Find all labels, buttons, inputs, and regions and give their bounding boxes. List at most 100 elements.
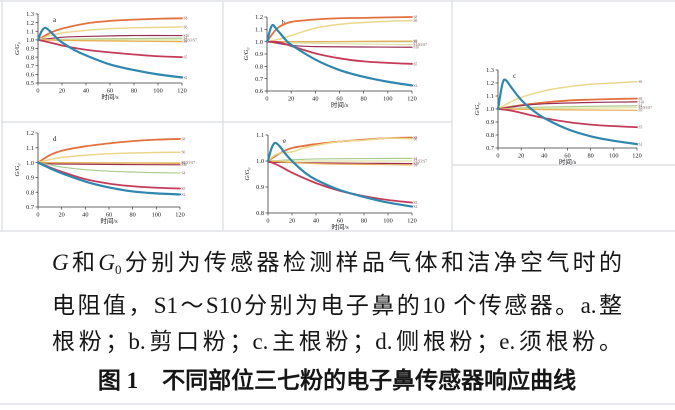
series-label-S9: S9 <box>414 39 418 43</box>
series-label-S4: S4 <box>184 37 188 41</box>
x-tick-label: 60 <box>106 212 112 219</box>
series-line-S2 <box>36 26 184 79</box>
series-label-S9: S9 <box>639 109 643 113</box>
y-tick-label: 0.7 <box>255 76 263 83</box>
y-tick-label: 1.3 <box>26 11 34 18</box>
x-tick-label: 60 <box>564 153 570 160</box>
series-label-S10: S10 <box>182 163 188 167</box>
chart-a: 0.50.6 0.7 0.80.9 1.0 1.11.2 1.3 0 20 40 60 80 100 1… <box>14 11 197 101</box>
x-tick-label: 80 <box>130 212 136 219</box>
series-label-S2: S2 <box>639 143 643 147</box>
x-tick-label: 120 <box>177 88 186 95</box>
series-label-S4: S4 <box>414 157 418 161</box>
caption-and: 和 <box>68 250 99 275</box>
series-line-S9 <box>37 162 181 164</box>
series-line-S6 <box>497 80 638 110</box>
x-tick-label: 40 <box>312 96 318 103</box>
x-tick-label: 40 <box>541 153 547 160</box>
series-line-S10 <box>37 34 183 41</box>
y-tick-label: 1.0 <box>256 158 264 165</box>
x-tick-label: 80 <box>588 153 594 160</box>
series-label-S1/S3/S7: S1/S3/S7 <box>414 159 428 163</box>
x-tick-label: 120 <box>632 153 641 160</box>
x-tick-label: 60 <box>336 96 342 103</box>
series-label-S5: S5 <box>414 201 418 205</box>
series-label-S10: S10 <box>414 162 420 166</box>
y-tick-label: 0.8 <box>26 189 34 196</box>
series-label-S2: S2 <box>414 84 418 88</box>
series-label-S8: S8 <box>414 15 418 19</box>
panel-letter-b: b <box>282 19 286 27</box>
x-tick-label: 20 <box>289 218 295 225</box>
series-line-S8 <box>266 16 413 43</box>
figure-title: 图 1 不同部位三七粉的电子鼻传感器响应曲线 <box>52 363 622 399</box>
series-line-S9 <box>37 39 183 43</box>
x-tick-label: 120 <box>175 212 184 219</box>
symbol-G: G <box>52 250 69 275</box>
x-tick-label: 0 <box>266 218 269 225</box>
x-tick-label: 20 <box>518 153 524 160</box>
x-tick-label: 60 <box>337 218 343 225</box>
y-tick-label: 0.6 <box>255 88 263 95</box>
series-line-S2 <box>496 78 639 146</box>
y-tick-label: 1.2 <box>486 80 494 87</box>
series-label-S1/S3/S7: S1/S3/S7 <box>184 38 198 42</box>
series-label-S1/S3/S7: S1/S3/S7 <box>182 161 196 165</box>
x-tick-label: 120 <box>407 218 416 225</box>
y-axis-title: G/G₀ <box>474 102 481 115</box>
series-label-S8: S8 <box>414 136 418 140</box>
x-tick-label: 40 <box>83 88 89 95</box>
axes-e <box>267 135 412 214</box>
x-tick-label: 40 <box>82 212 88 219</box>
series-line-S6 <box>37 26 183 41</box>
axes-a <box>37 14 182 84</box>
y-tick-label: 1.1 <box>486 93 494 100</box>
series-label-S6: S6 <box>184 25 188 29</box>
series-label-S9: S9 <box>184 40 188 44</box>
x-axis-title: 时间/s <box>331 100 349 109</box>
caption-line-1: G和G0分别为传感器检测样品气体和洁净空气时的 <box>52 245 622 288</box>
y-tick-label: 1.0 <box>486 106 494 113</box>
series-line-S8 <box>37 138 181 164</box>
chart-e: 0.8 0.9 1.0 1.1 0 20 40 60 80 100 120 e G/G₀ 时间/s S8S6… <box>244 132 427 231</box>
figure-caption: G和G0分别为传感器检测样品气体和洁净空气时的 电阻值，S1～S10分别为电子鼻… <box>52 245 622 399</box>
y-tick-label: 0.9 <box>486 119 494 126</box>
series-line-S9 <box>267 160 413 166</box>
x-tick-label: 20 <box>59 212 65 219</box>
x-tick-label: 100 <box>152 212 161 219</box>
y-tick-label: 0.8 <box>26 54 34 61</box>
y-tick-label: 0.9 <box>26 46 34 53</box>
series-line-S8 <box>497 97 638 110</box>
x-tick-label: 20 <box>288 96 294 103</box>
y-tick-label: 1.3 <box>486 67 494 74</box>
x-axis-title: 时间/s <box>559 157 577 166</box>
series-label-S2: S2 <box>182 193 186 197</box>
y-axis-title: G/G₀ <box>14 42 21 55</box>
series-line-S6 <box>37 151 181 164</box>
series-label-S10: S10 <box>639 100 645 104</box>
x-tick-label: 0 <box>265 96 268 103</box>
y-tick-label: 1.1 <box>26 145 34 152</box>
chart-d: 0.7 0.8 0.9 1.0 1.1 1.2 0 20 40 60 80 100 120 d G/G₀ 时间… <box>14 130 195 225</box>
series-line-S2 <box>265 23 414 87</box>
x-tick-label: 80 <box>361 218 367 225</box>
series-label-S9: S9 <box>182 162 186 166</box>
series-label-S1/S3/S7: S1/S3/S7 <box>639 106 653 110</box>
series-label-S5: S5 <box>639 126 643 130</box>
y-tick-label: 0.8 <box>486 132 494 139</box>
y-tick-label: 0.9 <box>256 184 264 191</box>
series-label-S8: S8 <box>184 17 188 21</box>
y-tick-label: 0.8 <box>255 64 263 71</box>
y-axis-title: G/G₀ <box>14 163 21 176</box>
series-label-S5: S5 <box>182 187 186 191</box>
chart-b: 0.6 0.7 0.8 0.9 1.0 1.1 1.2 0 20 40 60 80 100 120 b G/G… <box>243 14 427 109</box>
x-tick-label: 100 <box>153 88 162 95</box>
series-label-S4: S4 <box>639 104 643 108</box>
x-tick-label: 100 <box>383 218 392 225</box>
y-axis-title: G/G₀ <box>243 47 250 60</box>
y-tick-label: 0.7 <box>26 204 34 211</box>
series-label-S9: S9 <box>414 163 418 167</box>
x-axis-title: 时间/s <box>101 92 119 101</box>
series-label-S6: S6 <box>414 19 418 23</box>
